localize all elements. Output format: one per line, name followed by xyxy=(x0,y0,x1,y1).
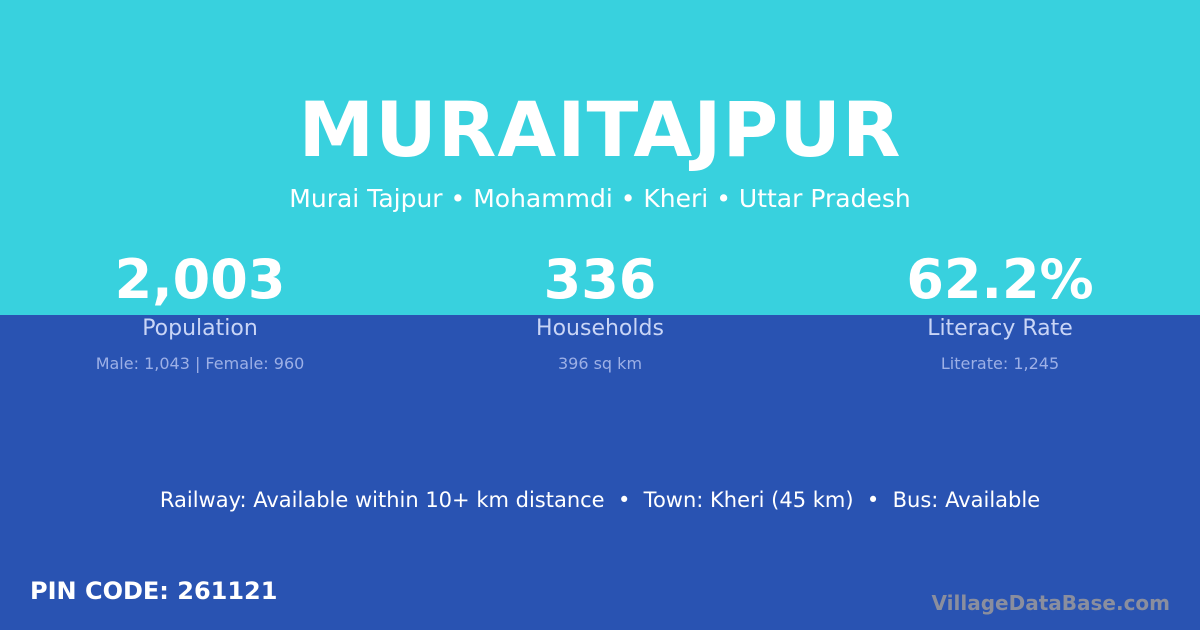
stat-value: 2,003 xyxy=(114,248,286,311)
stat-label: Households xyxy=(536,316,664,341)
pin-code: PIN CODE: 261121 xyxy=(30,577,278,605)
stat-value: 336 xyxy=(543,248,657,311)
header-band xyxy=(0,0,1200,315)
stat-detail: 396 sq km xyxy=(557,354,643,373)
location-subtitle: Murai Tajpur • Mohammdi • Kheri • Uttar … xyxy=(289,184,911,213)
stat-label: Literacy Rate xyxy=(927,316,1073,341)
stat-detail: Male: 1,043 | Female: 960 xyxy=(95,354,305,373)
stat-label: Population xyxy=(142,316,258,341)
village-title: MURAITAJPUR xyxy=(298,85,902,174)
watermark-logo: VillageDataBase.com xyxy=(931,591,1170,615)
stat-value: 62.2% xyxy=(906,248,1094,311)
transport-info: Railway: Available within 10+ km distanc… xyxy=(159,488,1041,512)
stats-band xyxy=(0,315,1200,630)
stat-detail: Literate: 1,245 xyxy=(940,354,1060,373)
